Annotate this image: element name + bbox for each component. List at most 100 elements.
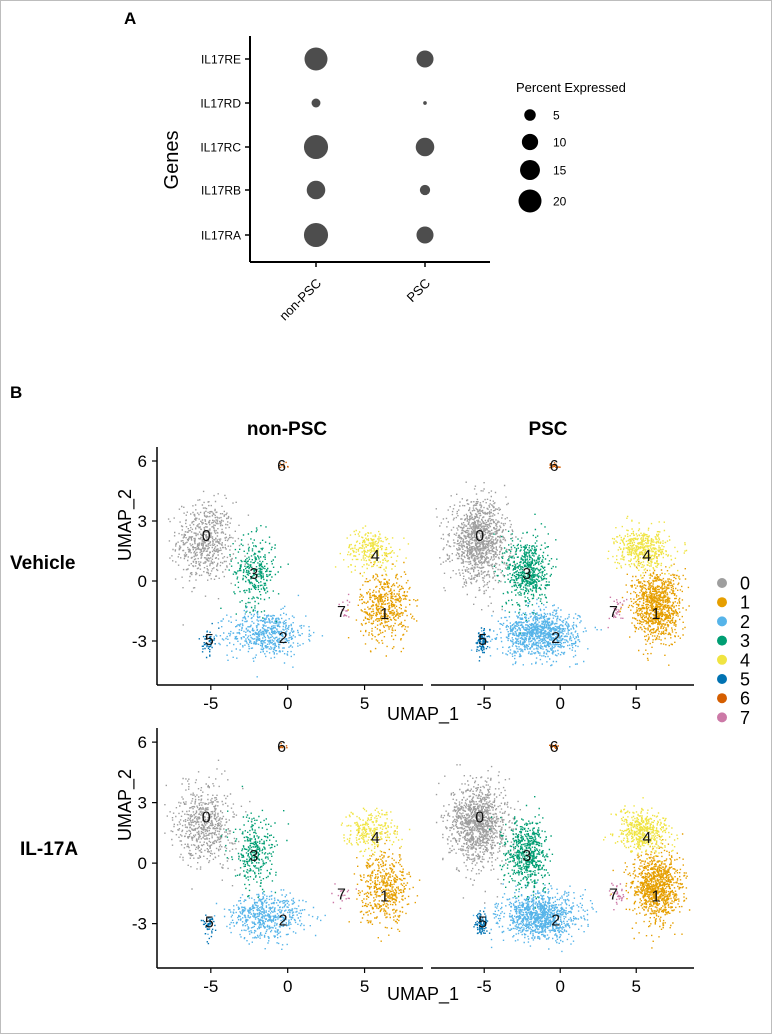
cluster-3-points	[493, 513, 558, 634]
cluster-7-points	[338, 593, 351, 618]
cluster-2-points	[470, 598, 602, 668]
cluster-5-points	[198, 622, 220, 659]
y-tick-label: 0	[138, 854, 147, 873]
y-tick-label: IL17RD	[200, 97, 241, 111]
cluster-label: 5	[205, 632, 214, 649]
cluster-label: 7	[337, 886, 346, 903]
size-legend-dot	[521, 133, 539, 151]
umap-ylabel-bottom: UMAP_2	[115, 769, 136, 841]
cluster-6-points	[549, 744, 559, 752]
cluster-label: 0	[475, 810, 484, 827]
y-tick-label: IL17RA	[201, 229, 241, 243]
cluster-label: 5	[478, 632, 487, 649]
dot	[304, 47, 328, 71]
umap-xlabel-top: UMAP_1	[387, 704, 459, 725]
size-legend-label: 5	[553, 109, 560, 123]
cluster-label: 5	[478, 915, 487, 932]
x-tick-label: 0	[283, 694, 292, 713]
panel-a-ylabel: Genes	[161, 131, 183, 190]
y-tick-label: IL17RC	[200, 141, 241, 155]
cluster-legend-swatch	[717, 712, 727, 723]
y-tick-label: -3	[132, 915, 147, 934]
panel-b-umap: B non-PSC PSC Vehicle IL-17A UMAP_2 UMAP…	[10, 383, 750, 1005]
cluster-5-points	[200, 914, 217, 945]
cluster-label: 1	[380, 888, 389, 905]
umap-facet-2: -3 0 3 6 -5 0 5 0 1 2 3 4 5 6 7	[132, 728, 423, 996]
cluster-label: 3	[249, 848, 258, 865]
size-legend-dot	[518, 189, 542, 213]
dot	[416, 50, 434, 68]
cluster-label: 4	[371, 830, 380, 847]
cluster-label: 7	[337, 604, 346, 621]
size-legend-dot	[520, 160, 540, 180]
panel-a-label: A	[124, 9, 136, 28]
col-title-non-psc: non-PSC	[247, 419, 327, 440]
cluster-6-points	[549, 462, 561, 469]
row-title-il17a: IL-17A	[20, 839, 78, 860]
cluster-label: 0	[202, 528, 211, 545]
cluster-6-points	[278, 461, 289, 469]
cluster-legend-swatch	[717, 616, 727, 627]
cluster-2-points	[472, 881, 598, 953]
cluster-legend-swatch	[717, 635, 727, 646]
dot	[311, 98, 321, 108]
size-legend-label: 20	[553, 195, 567, 209]
cluster-label: 6	[550, 739, 559, 756]
umap-ylabel-top: UMAP_2	[115, 489, 136, 561]
cluster-label: 6	[277, 458, 286, 475]
panel-b-label: B	[10, 383, 22, 402]
cluster-label: 3	[249, 566, 258, 583]
y-tick-label: IL17RB	[201, 184, 241, 198]
cluster-label: 3	[522, 566, 531, 583]
cluster-label: 4	[642, 830, 651, 847]
cluster-label: 2	[551, 630, 560, 647]
dot	[303, 134, 329, 160]
cluster-legend-label: 7	[740, 708, 750, 728]
cluster-3-points	[220, 525, 289, 623]
cluster-label: 4	[371, 548, 380, 565]
cluster-label: 2	[279, 913, 288, 930]
y-tick-label: 3	[138, 794, 147, 813]
umap-facet-3: -5 0 5 0 1 2 3 4 5 6 7	[431, 739, 694, 996]
cluster-label: 1	[652, 606, 661, 623]
cluster-5-points	[473, 910, 491, 935]
cluster-5-points	[475, 627, 491, 662]
cluster-label: 7	[609, 604, 618, 621]
size-legend-dot	[524, 109, 536, 121]
cluster-1-points	[610, 833, 691, 949]
x-tick-label: PSC	[404, 276, 434, 306]
cluster-legend-label: 1	[740, 593, 750, 613]
dot	[423, 101, 427, 105]
cluster-label: 2	[551, 913, 560, 930]
cluster-1-points	[348, 830, 421, 942]
x-tick-label: 5	[360, 694, 369, 713]
x-tick-label: -5	[203, 977, 218, 996]
cluster-label: 4	[642, 548, 651, 565]
cluster-0-points	[435, 481, 523, 613]
cluster-label: 6	[550, 458, 559, 475]
dot	[303, 222, 329, 248]
cluster-legend-label: 2	[740, 612, 750, 632]
cluster-2-points	[206, 594, 324, 678]
cluster-legend-label: 4	[740, 650, 750, 670]
x-tick-label: 0	[283, 977, 292, 996]
cluster-label: 1	[380, 606, 389, 623]
cluster-legend-swatch	[717, 693, 727, 704]
dot	[419, 184, 431, 196]
cluster-0-points	[435, 764, 523, 904]
x-tick-label: 5	[631, 977, 640, 996]
size-legend-label: 10	[553, 136, 567, 150]
cluster-2-points	[204, 889, 326, 950]
panel-a-dots	[303, 47, 435, 248]
umap-facet-0: -3 0 3 6 -5 0 5 0 1 2 3 4 5 6 7	[132, 447, 423, 713]
dot	[415, 137, 435, 157]
size-legend-label: 15	[553, 164, 567, 178]
x-tick-label: 5	[360, 977, 369, 996]
cluster-legend-label: 5	[740, 670, 750, 690]
y-tick-label: 6	[138, 733, 147, 752]
cluster-0-points	[164, 759, 253, 890]
y-tick-label: IL17RE	[201, 53, 241, 67]
y-tick-label: 3	[138, 512, 147, 531]
